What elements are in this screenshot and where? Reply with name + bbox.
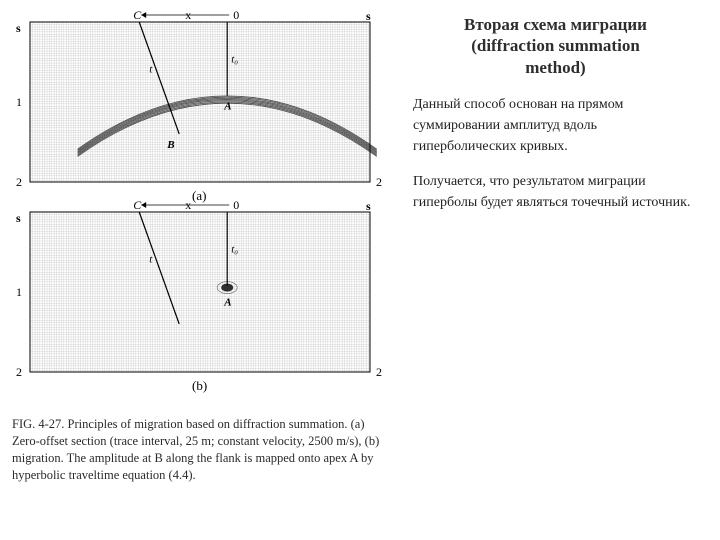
figure-4-27: Cx0ss122t₀tAB(a)Cx0ss122t₀tA(b) FIG. 4-2… — [8, 8, 388, 484]
text-column: Вторая схема миграции (diffraction summa… — [401, 6, 706, 534]
svg-text:1: 1 — [16, 285, 22, 299]
svg-text:(a): (a) — [192, 188, 206, 203]
svg-text:s: s — [16, 211, 21, 225]
svg-text:2: 2 — [376, 365, 382, 379]
slide-page: Cx0ss122t₀tAB(a)Cx0ss122t₀tA(b) FIG. 4-2… — [0, 0, 720, 540]
svg-text:(b): (b) — [192, 378, 207, 393]
svg-text:C: C — [133, 198, 142, 212]
svg-text:x: x — [185, 198, 191, 212]
svg-text:A: A — [223, 101, 231, 113]
slide-title: Вторая схема миграции (diffraction summa… — [413, 14, 698, 78]
seismic-diagram-svg: Cx0ss122t₀tAB(a)Cx0ss122t₀tA(b) — [8, 8, 388, 410]
svg-text:2: 2 — [16, 365, 22, 379]
paragraph-2: Получается, что результатом миграции гип… — [413, 171, 698, 213]
svg-text:2: 2 — [376, 175, 382, 189]
svg-text:t₀: t₀ — [231, 53, 238, 65]
svg-text:0: 0 — [233, 8, 239, 22]
title-line-1: Вторая схема миграции — [464, 15, 647, 34]
svg-text:t₀: t₀ — [231, 243, 238, 255]
figure-caption: FIG. 4-27. Principles of migration based… — [8, 416, 388, 484]
svg-text:s: s — [366, 199, 371, 213]
paragraph-1: Данный способ основан на прямом суммиров… — [413, 94, 698, 157]
svg-text:1: 1 — [16, 95, 22, 109]
svg-text:x: x — [185, 8, 191, 22]
title-line-2: (diffraction summation — [471, 36, 640, 55]
svg-text:2: 2 — [16, 175, 22, 189]
svg-text:s: s — [366, 9, 371, 23]
svg-text:0: 0 — [233, 198, 239, 212]
figure-column: Cx0ss122t₀tAB(a)Cx0ss122t₀tA(b) FIG. 4-2… — [6, 6, 401, 534]
svg-text:C: C — [133, 8, 142, 22]
title-line-3: method) — [525, 58, 585, 77]
svg-text:B: B — [166, 139, 174, 151]
svg-text:A: A — [223, 297, 231, 309]
svg-text:s: s — [16, 21, 21, 35]
